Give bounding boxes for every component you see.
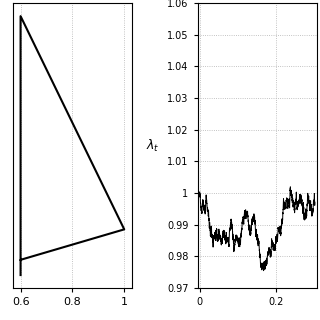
Y-axis label: $\lambda_t$: $\lambda_t$ — [146, 138, 160, 154]
